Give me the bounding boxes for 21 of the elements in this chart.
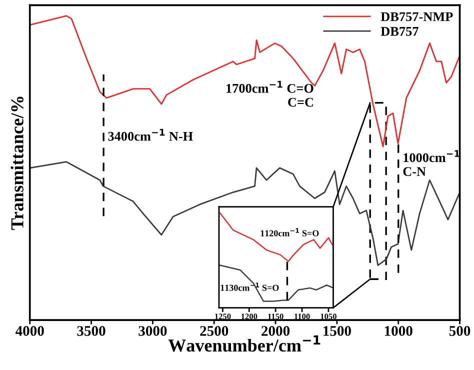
x-tick-label: 4000 — [15, 326, 44, 336]
x-tick-label: 2500 — [200, 326, 228, 336]
x-tick-label: 2000 — [262, 326, 290, 336]
y-axis-title: Transmittance/% — [10, 96, 24, 230]
x-tick-label: 500 — [449, 326, 470, 336]
x-tick-label: 1000 — [384, 326, 412, 336]
x-tick-label: 3500 — [77, 326, 106, 336]
annotation: 1120cm$^{−1}$ S=O — [260, 228, 319, 236]
x-tick-label: 1050 — [320, 314, 336, 320]
x-tick-label: 1500 — [324, 326, 351, 336]
text: 1000cm$^{−1}$ C-N — [403, 150, 460, 176]
x-tick-label: 1200 — [241, 314, 258, 320]
legend-label: DB757-NMP — [380, 12, 453, 22]
annotation: 1700cm$^{−1}$ C=O C=C — [226, 80, 314, 107]
x-tick-label: 1100 — [294, 314, 310, 320]
x-tick-label: 3000 — [138, 326, 167, 336]
x-axis-title: Wavenumber/cm$^{−1}$ — [168, 335, 320, 352]
x-tick-label: 1250 — [215, 314, 231, 320]
annotation: 3400cm$^{−1}$ N-H — [108, 128, 193, 141]
legend-label: DB757 — [380, 27, 418, 36]
x-tick-label: 1150 — [268, 314, 284, 320]
